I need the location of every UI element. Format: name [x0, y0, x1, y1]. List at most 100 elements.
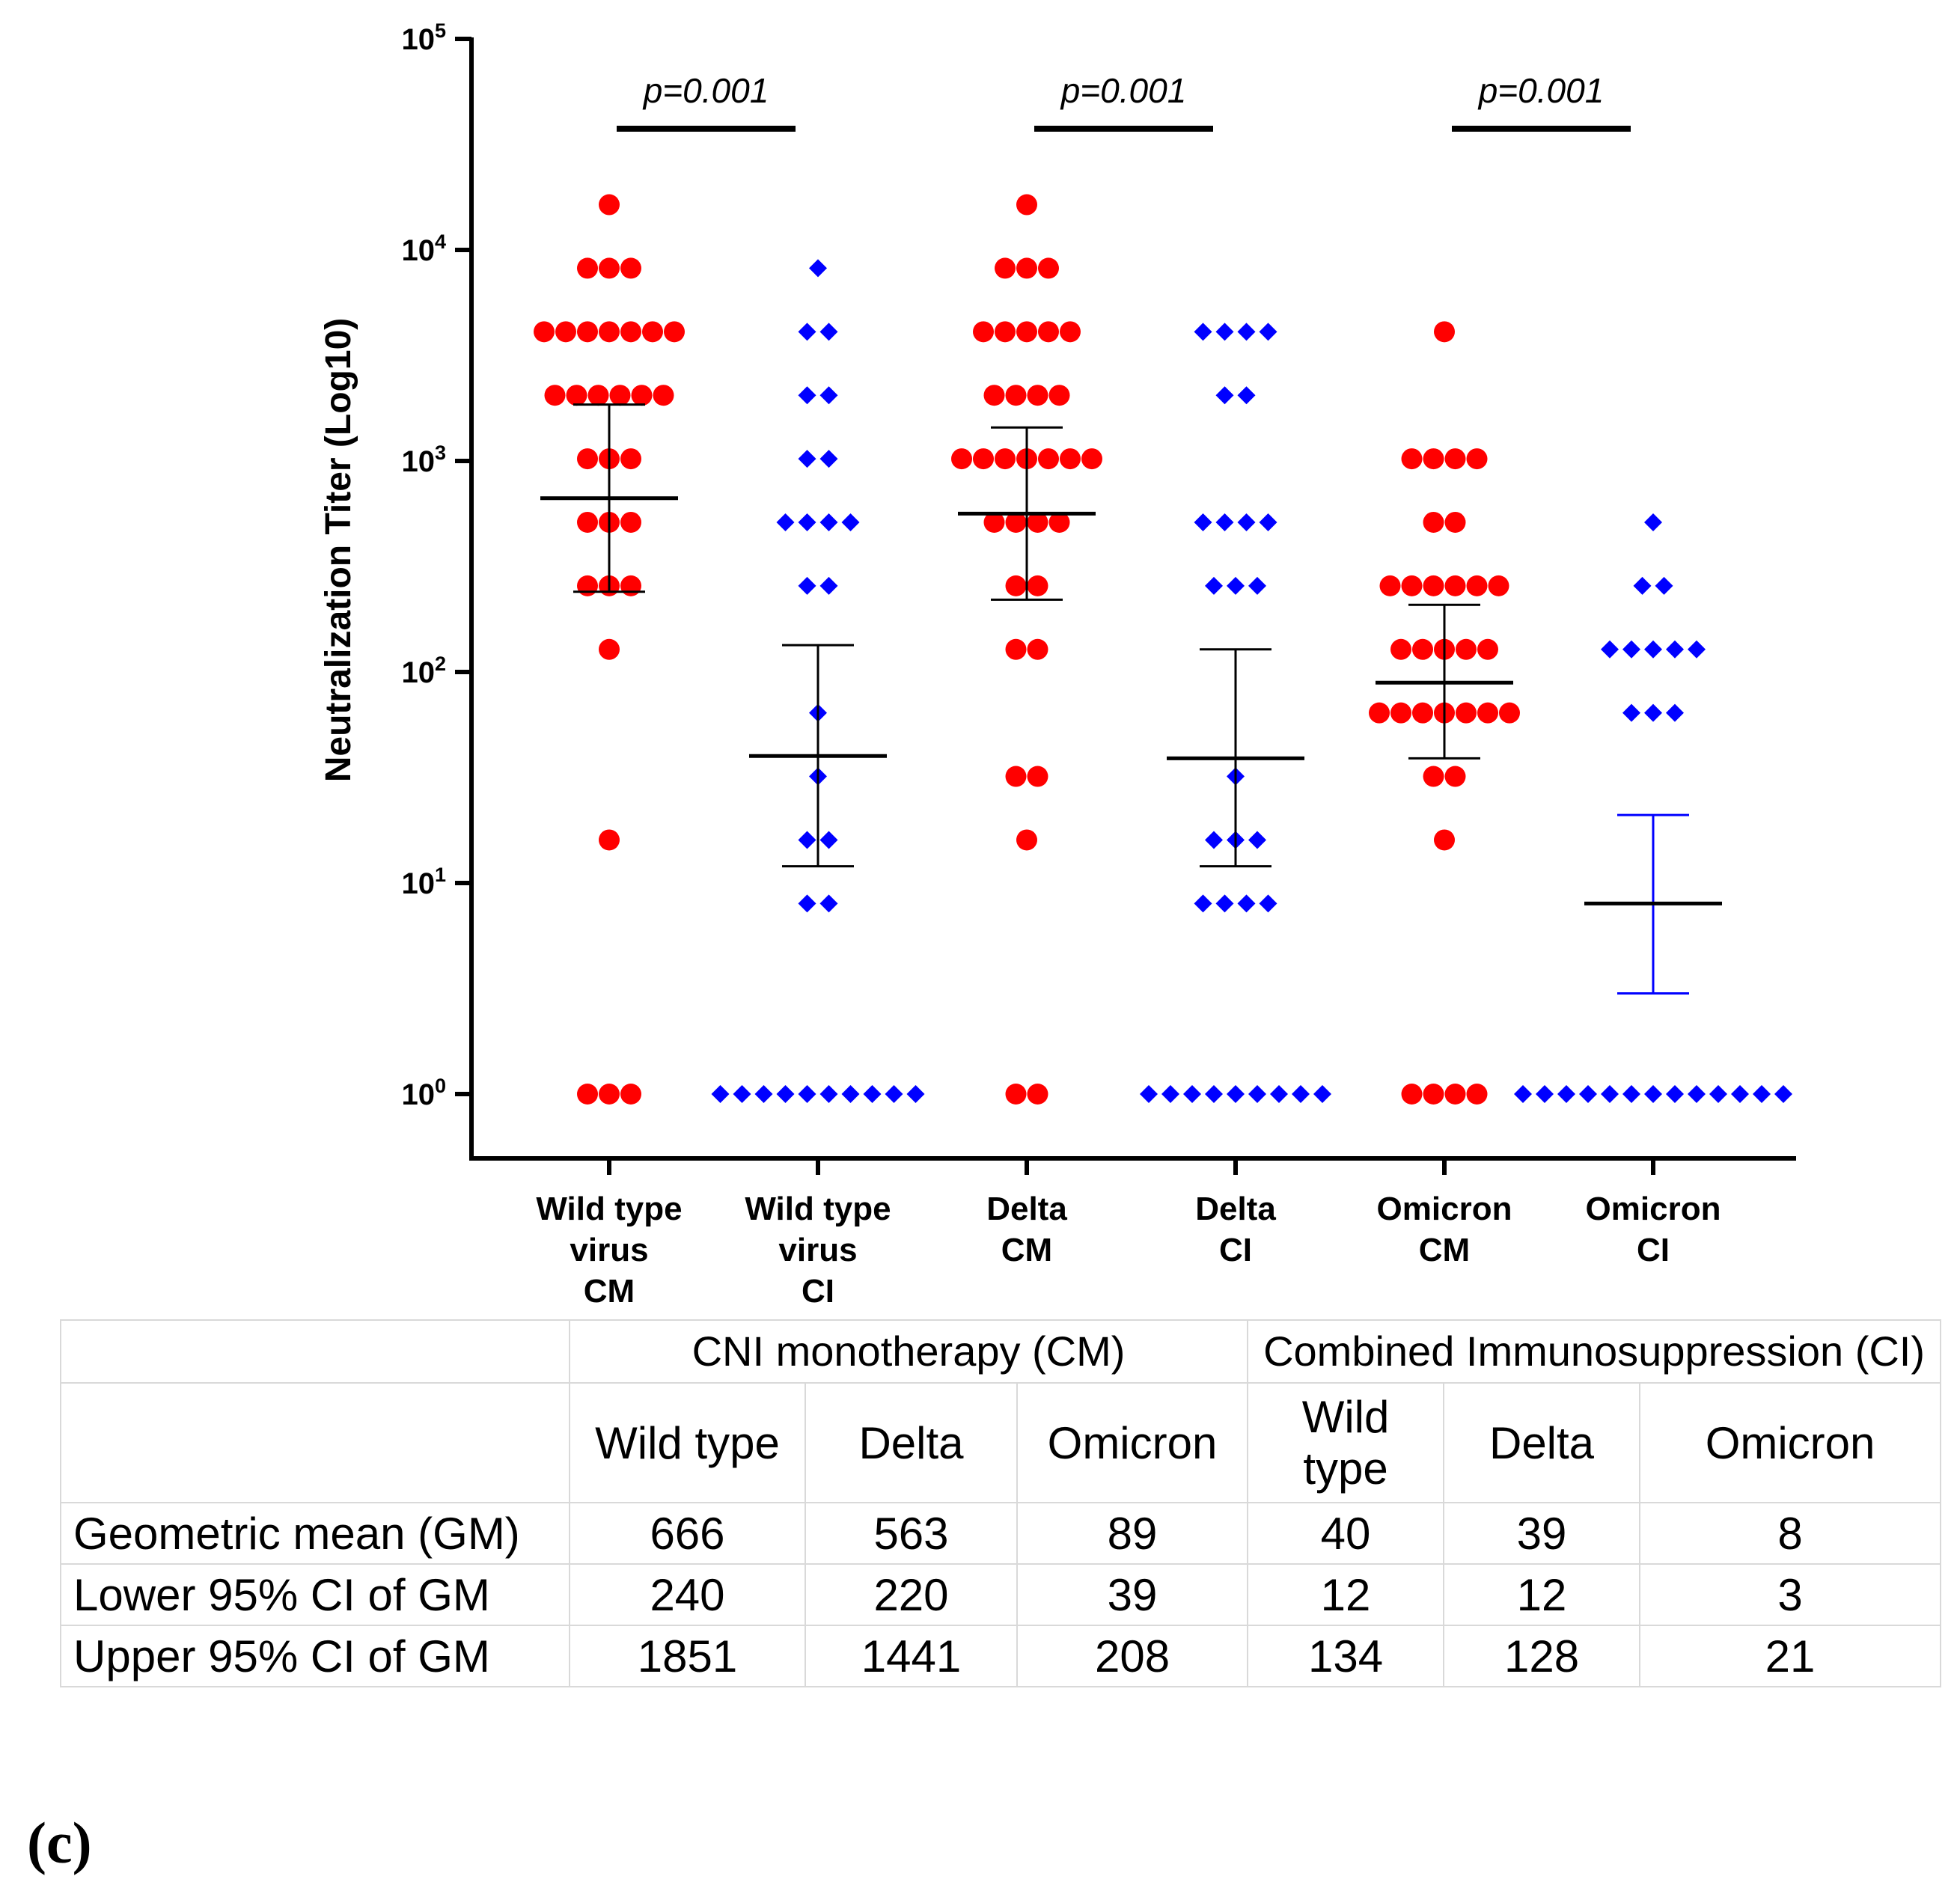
- data-point: [1227, 1085, 1245, 1103]
- data-point: [1215, 513, 1234, 531]
- data-point: [1390, 702, 1411, 724]
- data-point: [1005, 638, 1027, 660]
- table-cell: 1851: [569, 1625, 806, 1687]
- y-tick-label: 103: [401, 442, 446, 478]
- data-point: [609, 385, 631, 406]
- y-tick-label: 100: [401, 1075, 446, 1111]
- data-point: [1579, 1085, 1597, 1103]
- data-point: [1466, 575, 1488, 596]
- data-point: [1423, 511, 1444, 533]
- data-point: [1444, 448, 1466, 470]
- y-axis-label: Neutralization Titer (Log10): [319, 318, 358, 783]
- data-point: [1390, 638, 1411, 660]
- data-point: [1666, 1085, 1684, 1103]
- data-point: [1444, 575, 1466, 596]
- data-point: [1688, 640, 1706, 659]
- data-point: [819, 831, 838, 849]
- data-point: [1622, 703, 1640, 722]
- data-point: [544, 385, 566, 406]
- data-point: [1038, 448, 1059, 470]
- table-cell: 8: [1639, 1502, 1942, 1565]
- table-corner-cell: [60, 1319, 570, 1384]
- data-point: [841, 513, 860, 531]
- header-cell: Wild type: [1247, 1382, 1445, 1503]
- data-point: [1205, 831, 1223, 849]
- data-point: [885, 1085, 903, 1103]
- data-point: [1488, 575, 1509, 596]
- group-header-ci: Combined Immunosuppression (CI): [1247, 1319, 1942, 1384]
- data-point: [577, 511, 598, 533]
- data-point: [599, 638, 620, 660]
- y-tick-label: 104: [401, 230, 446, 267]
- table-cell: 666: [569, 1502, 806, 1565]
- x-category-label: Wild type: [745, 1191, 891, 1227]
- data-point: [1237, 513, 1256, 531]
- data-point: [1688, 1085, 1706, 1103]
- data-point: [1140, 1085, 1158, 1103]
- data-point: [1016, 829, 1037, 851]
- data-point: [819, 386, 838, 405]
- data-point: [1060, 321, 1081, 343]
- data-point: [577, 448, 598, 470]
- data-point: [577, 575, 598, 596]
- x-category-label: Wild type: [536, 1191, 682, 1227]
- table-cell: 220: [805, 1563, 1018, 1626]
- table-cell: 12: [1443, 1563, 1641, 1626]
- p-value-label: p=0.001: [1060, 71, 1187, 110]
- data-point: [1259, 323, 1277, 341]
- data-point: [599, 1084, 620, 1105]
- table-group-row: CNI monotherapy (CM) Combined Immunosupp…: [60, 1319, 1942, 1384]
- data-point: [983, 511, 1005, 533]
- y-tick-label: 105: [401, 19, 446, 56]
- data-point: [1622, 640, 1640, 659]
- table-cell: 240: [569, 1563, 806, 1626]
- data-point: [1774, 1085, 1792, 1103]
- data-point: [620, 511, 641, 533]
- neutralization-chart: 100 101 102 103 104 105 Neutralization Titer (…: [319, 19, 1796, 1310]
- panel-label: (c): [27, 1810, 92, 1875]
- p-value-label: p=0.001: [642, 71, 769, 110]
- data-point: [1259, 894, 1277, 913]
- table-cell: 208: [1016, 1625, 1249, 1687]
- data-point: [1644, 513, 1662, 531]
- data-point: [951, 448, 972, 470]
- data-point: [599, 321, 620, 343]
- data-point: [1060, 448, 1081, 470]
- data-point: [798, 450, 816, 468]
- data-point: [733, 1085, 751, 1103]
- data-point: [1227, 576, 1245, 595]
- table-row-upper-ci: Upper 95% CI of GM 1851 1441 208 134 128…: [60, 1625, 1942, 1687]
- data-point: [809, 259, 827, 278]
- data-point: [819, 323, 838, 341]
- header-cell: [60, 1382, 570, 1503]
- x-category-label: Omicron: [1377, 1191, 1512, 1227]
- data-point: [1601, 1085, 1619, 1103]
- data-point: [1666, 703, 1684, 722]
- data-point: [1215, 894, 1234, 913]
- data-point: [798, 576, 816, 595]
- data-point: [1048, 385, 1070, 406]
- data-point: [1477, 702, 1498, 724]
- data-point: [664, 321, 685, 343]
- data-point: [1005, 385, 1027, 406]
- data-point: [1444, 766, 1466, 787]
- data-point: [1369, 702, 1390, 724]
- data-point: [1027, 1084, 1048, 1105]
- data-point: [819, 894, 838, 913]
- data-point: [754, 1085, 773, 1103]
- table-cell: 39: [1443, 1502, 1641, 1565]
- data-point: [1027, 385, 1048, 406]
- row-label: Geometric mean (GM): [60, 1502, 570, 1565]
- data-point: [599, 194, 620, 216]
- x-category-label: CM: [1419, 1232, 1470, 1268]
- data-point: [642, 321, 663, 343]
- data-point: [599, 829, 620, 851]
- data-point: [776, 513, 795, 531]
- table-cell: 563: [805, 1502, 1018, 1565]
- data-point: [1423, 448, 1444, 470]
- data-point: [1379, 575, 1401, 596]
- table-cell: 21: [1639, 1625, 1942, 1687]
- data-point: [1731, 1085, 1749, 1103]
- data-point: [1401, 448, 1423, 470]
- data-point: [1016, 321, 1037, 343]
